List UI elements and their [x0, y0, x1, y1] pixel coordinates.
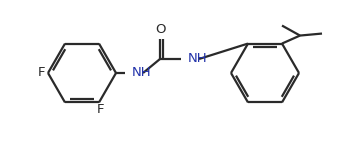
Text: F: F — [96, 103, 104, 116]
Text: O: O — [155, 23, 165, 36]
Text: NH: NH — [132, 66, 152, 80]
Text: F: F — [37, 66, 45, 80]
Text: NH: NH — [188, 53, 208, 66]
